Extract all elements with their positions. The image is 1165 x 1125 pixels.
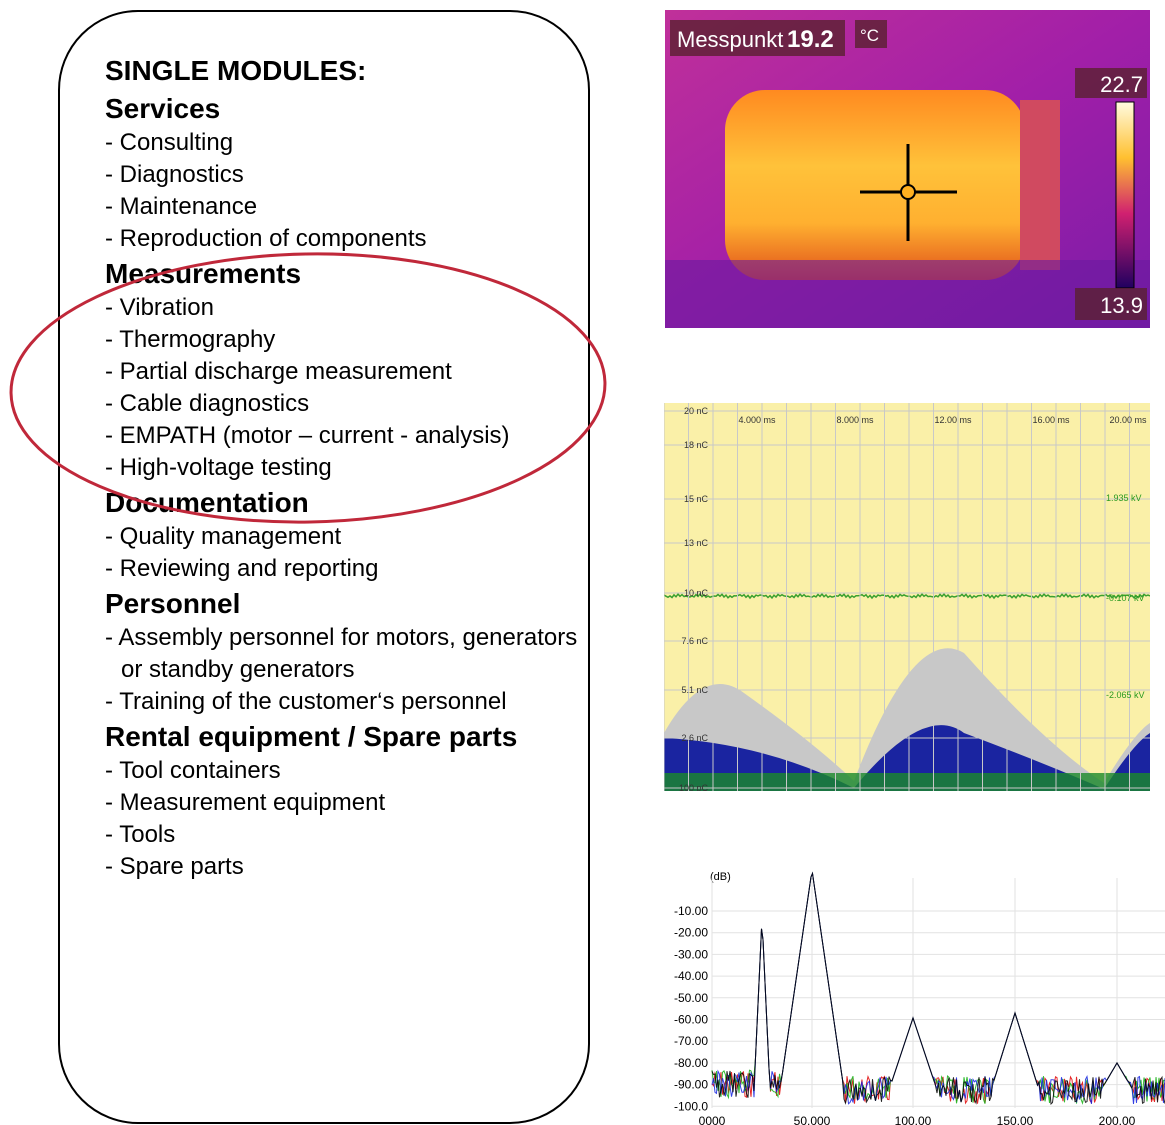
- y-label: 20 nC: [684, 406, 709, 416]
- y-label: -60.00: [674, 1013, 708, 1027]
- y-label: -100.0: [674, 1099, 708, 1113]
- y-label: 7.6 nC: [681, 636, 708, 646]
- page: SINGLE MODULES: Services- Consulting- Di…: [0, 0, 1165, 1125]
- highlight-ellipse: [9, 249, 608, 527]
- right-label: -0.107 kV: [1106, 593, 1145, 603]
- x-label: 8.000 ms: [836, 415, 874, 425]
- thermal-reading: 19.2: [787, 26, 834, 53]
- thermal-unit: °C: [860, 26, 879, 45]
- y-label: -90.00: [674, 1078, 708, 1092]
- right-label: 1.935 kV: [1106, 493, 1142, 503]
- x-label: 0000: [699, 1114, 726, 1125]
- y-label: -40.00: [674, 969, 708, 983]
- x-label: 150.00: [997, 1114, 1034, 1125]
- pd-plot: 20 nC 18 nC 15 nC 13 nC 10 nC 7.6 nC 5.1 nC 2.6…: [664, 403, 1150, 791]
- y-label: -20.00: [674, 926, 708, 940]
- y-label: -30.00: [674, 947, 708, 961]
- y-label: 13 nC: [684, 538, 709, 548]
- y-label: -10.00: [674, 904, 708, 918]
- x-label: 100.00: [895, 1114, 932, 1125]
- y-label: 100 pC: [679, 783, 709, 791]
- y-unit: (dB): [710, 871, 731, 883]
- y-label: -50.00: [674, 991, 708, 1005]
- x-label: 4.000 ms: [738, 415, 776, 425]
- x-label: 50.000: [794, 1114, 831, 1125]
- x-label: 16.00 ms: [1032, 415, 1070, 425]
- motor-body: [725, 90, 1025, 280]
- motor-end: [1020, 100, 1060, 270]
- y-label: 10 nC: [684, 588, 709, 598]
- crosshair-center: [901, 185, 915, 199]
- y-label: 2.6 nC: [681, 733, 708, 743]
- y-label: 15 nC: [684, 494, 709, 504]
- x-label: 200.00: [1099, 1114, 1136, 1125]
- y-label: -80.00: [674, 1056, 708, 1070]
- thermal-label: Messpunkt: [677, 27, 783, 52]
- y-label: -70.00: [674, 1034, 708, 1048]
- thermal-max: 22.7: [1100, 72, 1143, 97]
- right-label: -2.065 kV: [1106, 690, 1145, 700]
- x-label: 20.00 ms: [1109, 415, 1147, 425]
- spectrum-plot: (dB) -10.00 -20.00 -30.00 -40.00 -50.00 -60.0…: [660, 868, 1165, 1125]
- y-label: 18 nC: [684, 440, 709, 450]
- color-scale: [1116, 102, 1134, 288]
- thermal-min: 13.9: [1100, 293, 1143, 318]
- thermal-image: Messpunkt 19.2 °C 22.7 13.9: [665, 10, 1150, 328]
- y-label: 5.1 nC: [681, 685, 708, 695]
- x-label: 12.00 ms: [934, 415, 972, 425]
